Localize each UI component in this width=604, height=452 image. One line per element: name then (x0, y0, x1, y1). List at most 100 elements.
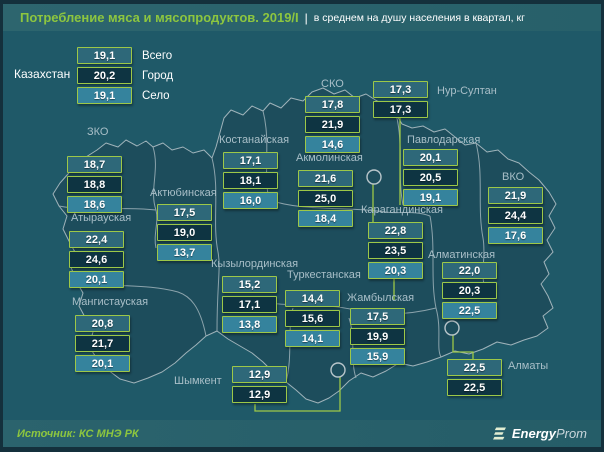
value-village: 17,6 (488, 227, 543, 244)
value-total: 20,1 (403, 149, 458, 166)
value-total: 21,9 (488, 187, 543, 204)
value-total: 17,5 (157, 204, 212, 221)
region-values-kostanayskaya: 17,1 18,1 16,0 (223, 152, 278, 212)
region-label-sko: СКО (321, 78, 344, 90)
header-bar: Потребление мяса и мясопродуктов. 2019/I… (3, 4, 601, 31)
frame-left (0, 0, 3, 452)
value-city: 15,6 (285, 310, 340, 327)
region-values-mangistauskaya: 20,8 21,7 20,1 (75, 315, 130, 375)
region-values-aktyubinskaya: 17,5 19,0 13,7 (157, 204, 212, 264)
value-city: 17,3 (373, 101, 428, 118)
value-village: 15,9 (350, 348, 405, 365)
region-values-almatinskaya: 22,0 20,3 22,5 (442, 262, 497, 322)
value-village: 20,1 (75, 355, 130, 372)
value-village: 22,5 (442, 302, 497, 319)
value-total: 17,8 (305, 96, 360, 113)
value-total: 20,8 (75, 315, 130, 332)
region-label-zhambylskaya: Жамбылская (347, 292, 415, 304)
value-total: 22,8 (368, 222, 423, 239)
region-label-pavlodarskaya: Павлодарская (407, 134, 481, 146)
region-values-pavlodarskaya: 20,1 20,5 19,1 (403, 149, 458, 209)
value-total: 18,7 (67, 156, 122, 173)
value-city: 21,7 (75, 335, 130, 352)
legend-label-total: Всего (142, 50, 173, 62)
logo-text-light: Prom (555, 425, 587, 441)
value-total: 22,4 (69, 231, 124, 248)
legend-value-total: 19,1 (77, 47, 132, 64)
energyprom-logo-icon (492, 427, 506, 439)
leader-shymkent (254, 377, 341, 412)
legend-value-village: 19,1 (77, 87, 132, 104)
region-label-turkestanskaya: Туркестанская (287, 269, 361, 281)
value-city: 19,0 (157, 224, 212, 241)
value-total: 17,5 (350, 308, 405, 325)
region-label-kostanayskaya: Костанайская (219, 134, 290, 146)
page-title: Потребление мяса и мясопродуктов. 2019/I (20, 10, 299, 25)
value-city: 12,9 (232, 386, 287, 403)
value-city: 25,0 (298, 190, 353, 207)
region-values-almaty: 22,5 22,5 (447, 359, 502, 399)
value-total: 22,5 (447, 359, 502, 376)
value-village: 18,6 (67, 196, 122, 213)
region-values-kyzylordinskaya: 15,2 17,1 13,8 (222, 276, 277, 336)
leader-almaty (452, 335, 474, 360)
region-label-karagandinskaya: Карагандинская (361, 204, 443, 216)
footer-bar: Источник: КС МНЭ РК EnergyProm (3, 420, 601, 447)
value-village: 20,3 (368, 262, 423, 279)
region-label-nur-sultan: Нур-Султан (437, 85, 497, 97)
energyprom-logo: EnergyProm (492, 425, 587, 443)
region-values-shymkent: 12,9 12,9 (232, 366, 287, 406)
region-label-aktyubinskaya: Актюбинская (150, 187, 217, 199)
region-label-almaty: Алматы (508, 360, 549, 372)
value-city: 20,5 (403, 169, 458, 186)
region-values-karagandinskaya: 22,8 23,5 20,3 (368, 222, 423, 282)
almaty-city-marker (444, 320, 460, 336)
value-village: 19,1 (403, 189, 458, 206)
region-label-almatinskaya: Алматинская (428, 249, 496, 261)
region-values-sko: 17,8 21,9 14,6 (305, 96, 360, 156)
value-city: 20,3 (442, 282, 497, 299)
legend-label-village: Село (142, 90, 170, 102)
region-values-atyrauskaya: 22,4 24,6 20,1 (69, 231, 124, 291)
value-city: 22,5 (447, 379, 502, 396)
frame-bottom (0, 447, 604, 452)
nur-sultan-city-marker (366, 169, 382, 185)
value-village: 14,6 (305, 136, 360, 153)
value-city: 19,9 (350, 328, 405, 345)
value-village: 13,8 (222, 316, 277, 333)
value-city: 24,6 (69, 251, 124, 268)
value-city: 17,1 (222, 296, 277, 313)
value-city: 21,9 (305, 116, 360, 133)
region-label-zko: ЗКО (87, 126, 109, 138)
value-village: 13,7 (157, 244, 212, 261)
value-total: 21,6 (298, 170, 353, 187)
region-values-zhambylskaya: 17,5 19,9 15,9 (350, 308, 405, 368)
legend-values: 19,1 20,2 19,1 (77, 47, 132, 107)
value-city: 18,1 (223, 172, 278, 189)
value-village: 18,4 (298, 210, 353, 227)
value-total: 15,2 (222, 276, 277, 293)
region-label-akmolinskaya: Акмолинская (296, 152, 363, 164)
value-total: 12,9 (232, 366, 287, 383)
region-label-mangistauskaya: Мангистауская (72, 296, 149, 308)
value-city: 24,4 (488, 207, 543, 224)
value-village: 20,1 (69, 271, 124, 288)
region-values-vko: 21,9 24,4 17,6 (488, 187, 543, 247)
frame-right (601, 0, 604, 452)
region-label-vko: ВКО (502, 171, 525, 183)
value-city: 18,8 (67, 176, 122, 193)
region-label-shymkent: Шымкент (174, 375, 222, 387)
source-note: Источник: КС МНЭ РК (17, 427, 139, 440)
value-total: 17,1 (223, 152, 278, 169)
title-separator: | (304, 10, 308, 25)
region-values-nur-sultan: 17,3 17,3 (373, 81, 428, 121)
region-values-zko: 18,7 18,8 18,6 (67, 156, 122, 216)
value-village: 14,1 (285, 330, 340, 347)
value-village: 16,0 (223, 192, 278, 209)
leader-lines (254, 113, 474, 412)
logo-text-bold: Energy (511, 425, 556, 441)
region-values-turkestanskaya: 14,4 15,6 14,1 (285, 290, 340, 350)
value-city: 23,5 (368, 242, 423, 259)
